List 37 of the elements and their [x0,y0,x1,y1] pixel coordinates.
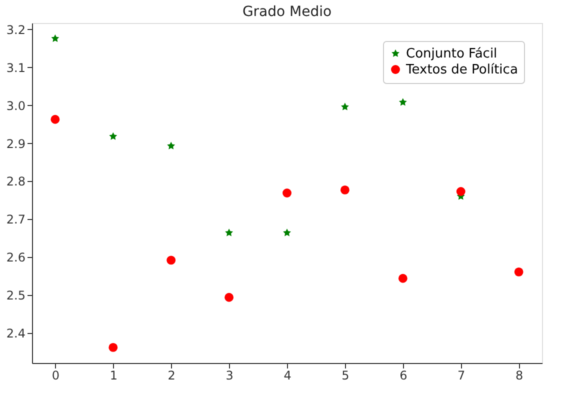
point [283,228,291,236]
y-tick-label: 2.6 [6,250,26,265]
point [166,256,176,265]
point [398,274,408,283]
point [340,102,349,110]
x-tick-label: 0 [52,368,60,382]
x-tick-label: 7 [458,368,466,382]
y-tick-label: 2.5 [6,288,26,303]
point [109,132,118,140]
legend-label: Conjunto Fácil [406,46,498,62]
x-tick-label: 8 [516,368,524,382]
y-tick-label: 3.2 [6,22,26,37]
point [514,267,524,276]
x-tick-label: 6 [400,368,408,382]
point [282,188,292,198]
point [398,98,407,106]
point [340,186,350,194]
x-tick-label: 4 [284,368,292,382]
point [167,142,176,150]
x-tick-label: 5 [342,368,350,382]
point [225,228,234,236]
legend-label: Textos de Política [405,62,518,78]
y-tick-label: 2.9 [6,136,26,151]
x-tick-label: 2 [168,368,176,382]
y-tick-label: 2.7 [6,212,26,227]
y-tick-label: 2.8 [6,174,26,189]
y-tick-label: 2.4 [6,326,26,341]
chart-title: Grado Medio [242,4,332,20]
point [51,34,60,42]
point [50,114,60,124]
y-tick-label: 3.0 [6,98,26,113]
x-tick-label: 3 [226,368,234,382]
point [456,187,466,196]
point [224,292,234,302]
point [108,342,118,352]
x-tick-label: 1 [110,368,118,382]
y-tick-label: 3.1 [6,60,26,75]
